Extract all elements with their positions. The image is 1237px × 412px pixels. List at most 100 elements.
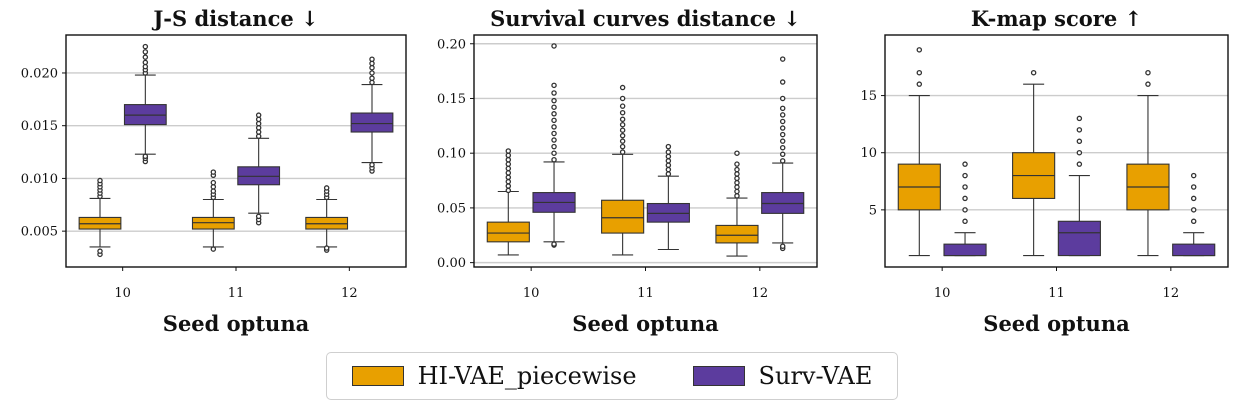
- flier-point: [210, 169, 217, 175]
- flier-point: [142, 49, 149, 55]
- flier-point: [665, 162, 672, 168]
- flier-point: [505, 157, 512, 163]
- flier-point: [779, 138, 786, 144]
- flier-point: [734, 188, 740, 195]
- box-iqr: [486, 221, 530, 243]
- legend-label-surv-vae: Surv-VAE: [758, 362, 873, 390]
- flier-point: [734, 179, 740, 186]
- box-Surv-VAE-10: [123, 43, 167, 165]
- flier-point: [97, 177, 103, 184]
- flier-point: [505, 187, 512, 194]
- chart-panel-1: 0.005 0.010 0.015 0.020 10 11 12 J-S distance ↓…: [21, 6, 407, 336]
- flier-point: [1190, 172, 1197, 179]
- x-tick-label: 10: [934, 286, 951, 301]
- flier-point: [142, 43, 149, 50]
- x-tick-label: 12: [1163, 286, 1180, 301]
- axes-frame: [884, 34, 1229, 268]
- flier-point: [779, 125, 786, 131]
- box-HI-VAE_piecewise-11: [601, 84, 645, 256]
- flier-point: [1190, 218, 1197, 225]
- flier-point: [779, 95, 786, 102]
- chart-panel-2: 0.00 0.05 0.10 0.15 0.20 10 11 12 Survival curve…: [437, 6, 818, 336]
- flier-point: [619, 103, 626, 109]
- flier-point: [551, 130, 557, 137]
- x-axis-label: Seed optuna: [983, 311, 1130, 336]
- box-iqr: [601, 199, 645, 234]
- flier-point: [323, 245, 330, 251]
- flier-point: [1145, 69, 1151, 76]
- box-iqr: [715, 224, 759, 244]
- y-tick-label: 15: [860, 89, 877, 104]
- flier-point: [210, 246, 217, 252]
- legend-swatch-surv-vae: [692, 366, 745, 386]
- flier-point: [619, 143, 626, 150]
- box-Surv-VAE-12: [761, 56, 805, 252]
- flier-point: [619, 138, 626, 144]
- box-HI-VAE_piecewise-10: [78, 177, 122, 258]
- flier-point: [779, 151, 786, 158]
- flier-point: [619, 116, 626, 123]
- box-iqr: [943, 243, 987, 257]
- flier-point: [665, 149, 672, 155]
- flier-point: [505, 165, 512, 172]
- flier-point: [779, 112, 786, 118]
- flier-point: [779, 144, 786, 151]
- flier-point: [779, 79, 786, 85]
- chart-panel-3: 5 10 15 10 11 12 K-map score ↑ Seed optuna: [860, 6, 1229, 336]
- flier-point: [962, 207, 968, 213]
- box-Surv-VAE-12: [1172, 172, 1216, 257]
- flier-point: [142, 153, 149, 160]
- flier-point: [962, 218, 968, 225]
- y-tick-label: 10: [860, 146, 877, 161]
- flier-point: [1076, 127, 1083, 133]
- flier-point: [916, 69, 923, 76]
- flier-point: [619, 149, 626, 155]
- flier-point: [734, 175, 740, 182]
- legend-item-hi-vae: HI-VAE_piecewise: [351, 362, 637, 390]
- flier-point: [551, 157, 557, 163]
- flier-point: [369, 161, 375, 168]
- x-tick-label: 10: [114, 286, 131, 301]
- flier-point: [1076, 115, 1083, 122]
- flier-point: [369, 56, 375, 63]
- axes-frame: [65, 34, 407, 268]
- flier-point: [551, 143, 557, 150]
- flier-point: [505, 183, 512, 189]
- flier-point: [1076, 149, 1083, 156]
- flier-point: [505, 170, 512, 176]
- flier-point: [551, 43, 557, 49]
- flier-point: [665, 153, 672, 160]
- flier-point: [255, 112, 262, 118]
- box-iqr: [1057, 220, 1101, 257]
- flier-point: [551, 137, 557, 143]
- flier-point: [505, 161, 512, 167]
- flier-point: [551, 97, 557, 104]
- flier-point: [779, 105, 786, 112]
- flier-point: [779, 158, 786, 164]
- box-HI-VAE_piecewise-10: [897, 47, 941, 257]
- chart-title: K-map score ↑: [971, 6, 1142, 31]
- legend-item-surv-vae: Surv-VAE: [692, 362, 873, 390]
- flier-point: [369, 70, 375, 76]
- flier-point: [505, 148, 512, 154]
- x-tick-label: 10: [523, 286, 540, 301]
- y-tick-label: 0.10: [437, 147, 466, 162]
- flier-point: [505, 174, 512, 181]
- flier-point: [1190, 195, 1197, 202]
- y-tick-label: 0.15: [437, 92, 466, 107]
- flier-point: [779, 118, 786, 125]
- flier-point: [1190, 207, 1197, 213]
- flier-point: [619, 84, 626, 91]
- box-Surv-VAE-11: [1057, 115, 1101, 257]
- box-HI-VAE_piecewise-10: [486, 148, 530, 256]
- x-tick-label: 12: [341, 286, 358, 301]
- flier-point: [734, 161, 740, 167]
- flier-point: [734, 150, 740, 156]
- x-tick-label: 11: [228, 286, 245, 301]
- box-Surv-VAE-10: [943, 161, 987, 257]
- flier-point: [97, 248, 103, 254]
- x-axis-label: Seed optuna: [163, 311, 310, 336]
- flier-point: [665, 158, 672, 164]
- flier-point: [962, 184, 968, 190]
